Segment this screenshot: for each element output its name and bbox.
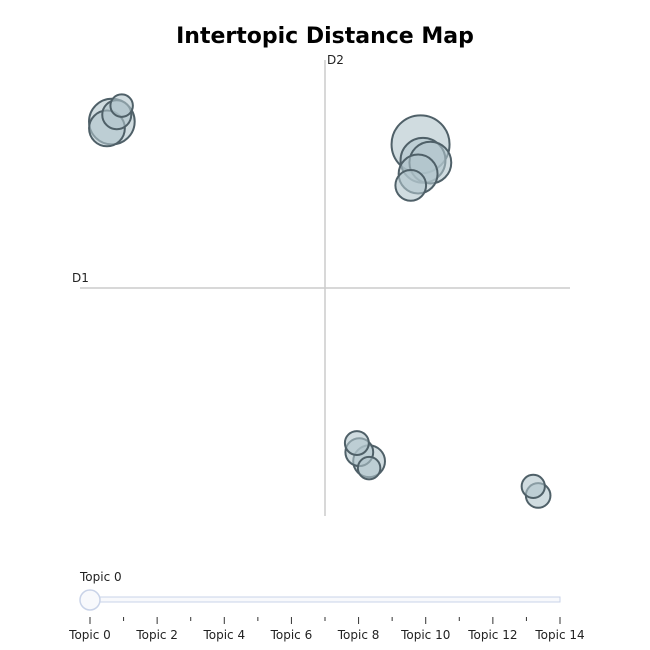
topic-bubble-12[interactable] — [520, 473, 546, 499]
topic-bubble-7[interactable] — [394, 169, 428, 202]
topic-bubble-14[interactable] — [356, 455, 382, 481]
chart-title: Intertopic Distance Map — [176, 24, 474, 49]
slider-tick-label: Topic 0 — [68, 628, 111, 642]
slider-tick-label: Topic 12 — [467, 628, 517, 642]
topic-slider[interactable]: Topic 0 Topic 2 Topic 4 Topic 6 Topic 8 Topic… — [68, 589, 585, 642]
slider-tick-label: Topic 2 — [135, 628, 178, 642]
topic-bubble-11[interactable] — [343, 430, 370, 456]
slider-tick-label: Topic 8 — [337, 628, 380, 642]
slider-handle[interactable] — [79, 589, 101, 611]
slider-tick-label: Topic 10 — [400, 628, 450, 642]
slider-track[interactable] — [89, 596, 561, 603]
slider-tick-label: Topic 14 — [534, 628, 584, 642]
slider-tick-label: Topic 6 — [270, 628, 313, 642]
x-axis-label: D1 — [72, 271, 89, 285]
slider-current-label: Topic 0 — [80, 570, 122, 584]
bubble-layer[interactable] — [88, 93, 552, 509]
y-axis-label: D2 — [327, 53, 344, 67]
topic-bubble-13[interactable] — [109, 93, 134, 118]
slider-ticks: Topic 0 Topic 2 Topic 4 Topic 6 Topic 8 Topic… — [68, 617, 585, 642]
slider-tick-label: Topic 4 — [202, 628, 245, 642]
